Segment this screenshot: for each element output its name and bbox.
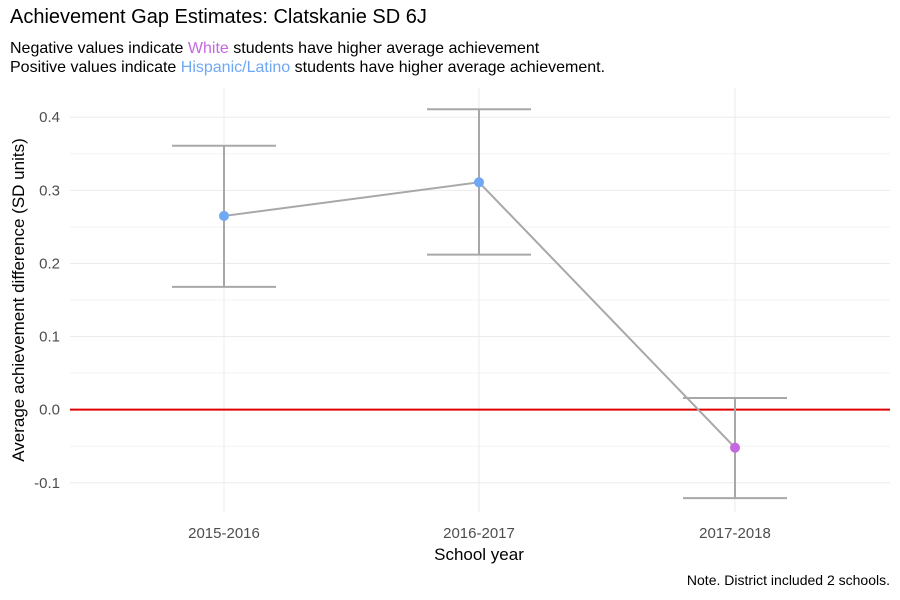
y-tick-label: 0.3 — [39, 182, 60, 199]
x-tick-label: 2017-2018 — [699, 525, 771, 542]
subtitle-2-before: Positive values indicate — [10, 59, 181, 76]
y-axis-title: Average achievement difference (SD units… — [9, 138, 28, 462]
y-tick-layer: -0.1 0.0 0.1 0.2 0.3 0.4 — [34, 109, 60, 492]
subtitle-2-after: students have higher average achievement… — [290, 59, 606, 76]
subtitle-2-highlight: Hispanic/Latino — [180, 59, 291, 76]
data-point — [730, 442, 740, 453]
x-axis-title: School year — [434, 545, 524, 564]
subtitle-line-2: Positive values indicate Hispanic/Latino… — [10, 59, 605, 77]
x-tick-layer: 2015-2016 2016-2017 2017-2018 — [188, 525, 771, 542]
chart-caption: Note. District included 2 schools. — [686, 572, 890, 588]
y-tick-label: 0.0 — [39, 402, 60, 419]
subtitle-line-1: Negative values indicate White students … — [10, 40, 539, 58]
y-tick-label: 0.4 — [39, 109, 60, 126]
y-tick-label: -0.1 — [34, 475, 60, 492]
subtitle-1-highlight: White — [187, 40, 229, 57]
x-tick-label: 2016-2017 — [443, 525, 515, 542]
subtitle-1-after: students have higher average achievement — [228, 40, 540, 57]
chart-title: Achievement Gap Estimates: Clatskanie SD… — [10, 6, 427, 28]
point-layer — [219, 177, 740, 453]
y-tick-label: 0.1 — [39, 329, 60, 346]
y-tick-label: 0.2 — [39, 255, 60, 272]
x-tick-label: 2015-2016 — [188, 525, 260, 542]
data-point — [219, 210, 229, 221]
subtitle-1-before: Negative values indicate — [10, 40, 188, 57]
data-point — [474, 177, 484, 188]
